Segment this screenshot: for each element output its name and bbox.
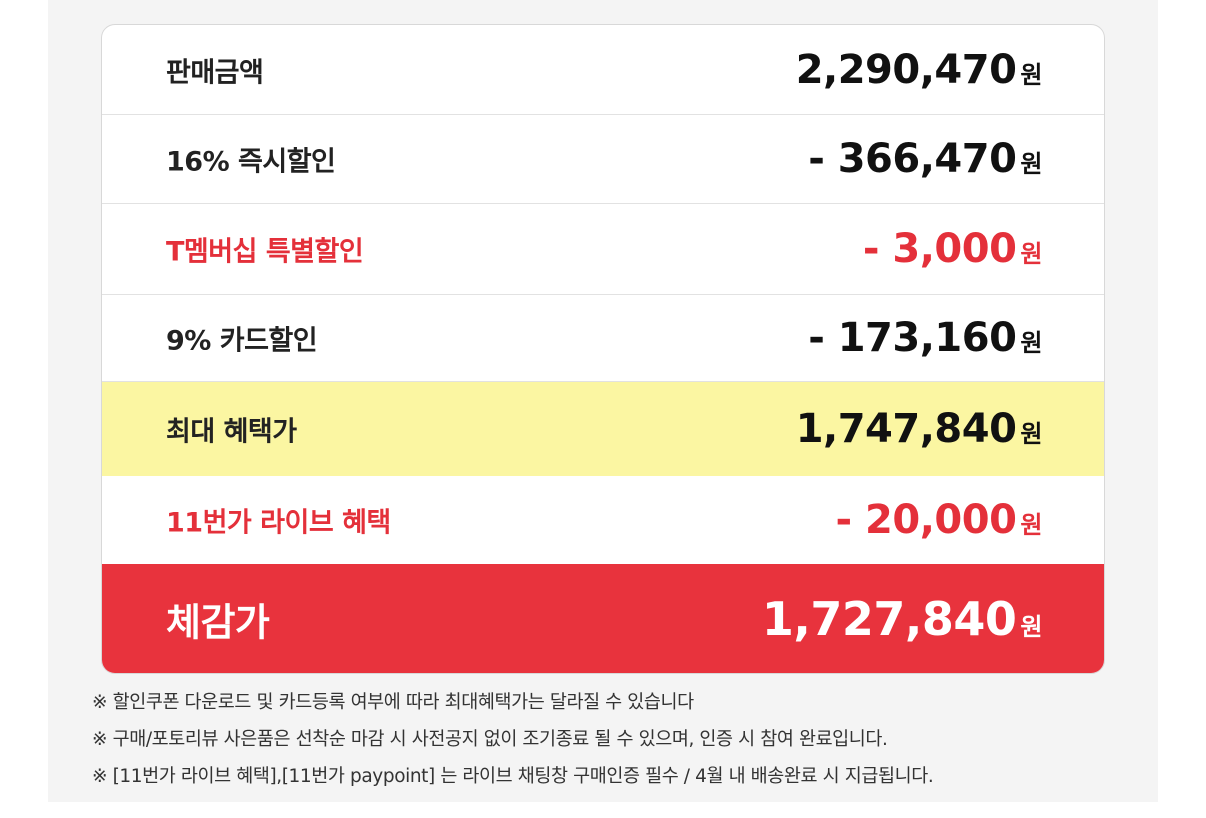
- row-label: T멤버십 특별할인: [166, 236, 364, 268]
- unit: 원: [1020, 420, 1042, 448]
- row-label: 16% 즉시할인: [166, 146, 336, 178]
- row-label: 판매금액: [166, 57, 264, 88]
- price-row: 16% 즉시할인 - 366,470 원: [102, 115, 1104, 204]
- row-label: 11번가 라이브 혜택: [166, 507, 391, 539]
- amount: - 366,470: [808, 136, 1017, 182]
- price-card: 판매금액 2,290,470 원 16% 즉시할인 - 366,470 원 T멤버십…: [101, 24, 1105, 674]
- row-label: 9% 카드할인: [166, 325, 318, 357]
- total-row: 체감가 1,727,840 원: [102, 564, 1104, 673]
- unit: 원: [1020, 612, 1042, 641]
- row-amount: - 366,470 원: [808, 136, 1042, 182]
- price-row: 11번가 라이브 혜택 - 20,000 원: [102, 476, 1104, 564]
- amount: - 20,000: [835, 497, 1017, 543]
- row-label: 최대 혜택가: [166, 416, 297, 448]
- note: ※ 할인쿠폰 다운로드 및 카드등록 여부에 따라 최대혜택가는 달라질 수 있…: [92, 692, 694, 713]
- note: ※ [11번가 라이브 혜택],[11번가 paypoint] 는 라이브 채팅…: [92, 766, 934, 787]
- amount: 1,747,840: [795, 406, 1017, 452]
- amount: - 173,160: [808, 315, 1017, 361]
- amount: 2,290,470: [795, 46, 1017, 93]
- price-row: 판매금액 2,290,470 원: [102, 25, 1104, 115]
- price-row: 9% 카드할인 - 173,160 원: [102, 295, 1104, 382]
- note: ※ 구매/포토리뷰 사은품은 선착순 마감 시 사전공지 없이 조기종료 될 수…: [92, 729, 888, 750]
- unit: 원: [1020, 329, 1042, 357]
- row-amount: 1,727,840 원: [761, 591, 1043, 646]
- row-amount: - 20,000 원: [835, 497, 1043, 543]
- price-row: T멤버십 특별할인 - 3,000 원: [102, 204, 1104, 295]
- unit: 원: [1020, 150, 1042, 178]
- notes: ※ 할인쿠폰 다운로드 및 카드등록 여부에 따라 최대혜택가는 달라질 수 있…: [92, 684, 934, 795]
- unit: 원: [1020, 60, 1042, 89]
- amount: - 3,000: [862, 226, 1017, 272]
- row-label: 체감가: [166, 600, 270, 644]
- unit: 원: [1020, 511, 1042, 539]
- unit: 원: [1020, 240, 1042, 268]
- row-amount: 2,290,470 원: [795, 46, 1043, 93]
- amount: 1,727,840: [761, 591, 1017, 646]
- row-amount: 1,747,840 원: [795, 406, 1043, 452]
- row-amount: - 173,160 원: [808, 315, 1042, 361]
- price-row: 최대 혜택가 1,747,840 원: [102, 382, 1104, 476]
- row-amount: - 3,000 원: [862, 226, 1043, 272]
